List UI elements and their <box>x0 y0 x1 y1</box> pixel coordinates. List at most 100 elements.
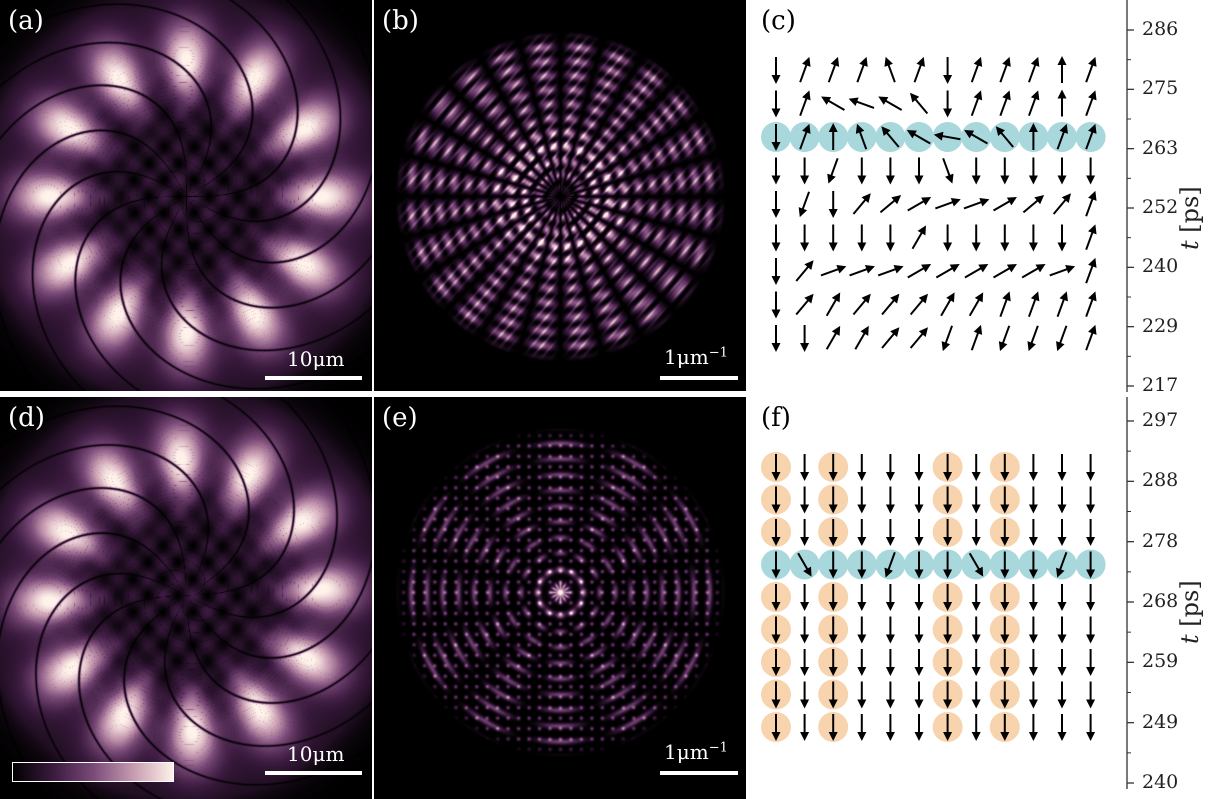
spin-arrow <box>800 682 809 709</box>
spin-arrow <box>1029 454 1038 481</box>
spin-arrow <box>907 90 931 116</box>
axis-tick-label: 275 <box>1142 77 1178 99</box>
spin-arrow <box>943 91 952 118</box>
spin-arrow <box>848 262 876 280</box>
spin-arrow <box>857 519 866 546</box>
axis-title-symbol: t <box>1176 627 1204 644</box>
spin-arrow <box>996 55 1014 83</box>
spin-arrow <box>800 158 809 185</box>
spin-arrow <box>800 584 809 611</box>
spin-arrow <box>1058 90 1067 117</box>
axis-title-unit: [ps] <box>1176 580 1204 626</box>
spin-arrow <box>996 89 1014 117</box>
density-image-a <box>0 0 372 391</box>
spin-arrow <box>972 519 981 546</box>
spin-arrow <box>1082 89 1100 117</box>
spin-arrow <box>1082 223 1100 251</box>
spin-arrow <box>1058 225 1067 252</box>
spin-arrow <box>991 193 1019 214</box>
spin-arrow <box>972 454 981 481</box>
spin-arrow <box>876 93 904 114</box>
spin-arrow <box>1082 55 1100 83</box>
spin-arrow <box>886 454 895 481</box>
spin-arrow <box>1000 158 1009 185</box>
spin-arrow <box>1029 682 1038 709</box>
spin-arrow <box>915 584 924 611</box>
spin-arrow <box>879 291 903 317</box>
spin-arrow <box>886 584 895 611</box>
spin-arrow <box>1082 256 1100 284</box>
spin-arrow <box>772 325 781 352</box>
spin-arrow <box>857 617 866 644</box>
spin-arrow <box>1024 324 1042 352</box>
axis-tick-label: 249 <box>1142 711 1178 733</box>
spin-arrow <box>972 682 981 709</box>
spin-arrow <box>915 682 924 709</box>
spin-arrow <box>910 55 928 83</box>
spin-arrow <box>886 519 895 546</box>
spin-arrow <box>1029 487 1038 514</box>
spin-arrow <box>1058 649 1067 676</box>
arrow-grid-f <box>755 397 1115 799</box>
spin-arrow <box>819 262 847 280</box>
panel-label-a: (a) <box>8 6 44 36</box>
spin-arrow <box>772 57 781 84</box>
spin-arrow <box>1029 649 1038 676</box>
spin-arrow <box>907 291 931 317</box>
spin-arrow <box>886 158 895 185</box>
spin-arrow <box>943 57 952 84</box>
spin-arrow <box>1082 189 1100 217</box>
spin-arrow <box>1025 89 1043 117</box>
axis-title-symbol: t <box>1176 233 1204 250</box>
spin-arrow <box>939 324 957 352</box>
spin-arrow <box>800 649 809 676</box>
spin-arrow <box>991 260 1019 281</box>
spin-arrow <box>796 190 814 218</box>
momentum-image-e <box>374 397 746 799</box>
spin-arrow <box>1086 519 1095 546</box>
spin-arrow <box>886 714 895 741</box>
colorbar <box>12 762 174 782</box>
spin-arrow <box>1058 454 1067 481</box>
spin-arrow <box>824 157 842 185</box>
spin-arrow <box>972 617 981 644</box>
spin-arrow <box>857 158 866 185</box>
spin-arrow <box>886 617 895 644</box>
spin-arrow <box>907 324 931 350</box>
spin-arrow <box>968 323 986 351</box>
spin-arrow <box>1029 158 1038 185</box>
spin-arrow <box>1086 584 1095 611</box>
spin-arrow <box>772 191 781 218</box>
time-axis-bottom: 297 288 278 268 259 249 240 t [ps] <box>1118 397 1222 799</box>
density-image-d <box>0 397 372 799</box>
spin-arrow <box>823 290 844 318</box>
spin-arrow <box>1086 714 1095 741</box>
spin-arrow <box>1000 225 1009 252</box>
spin-arrow <box>1025 55 1043 83</box>
spin-arrow <box>915 649 924 676</box>
spin-arrow <box>878 192 904 216</box>
axis-title-unit: [ps] <box>1176 186 1204 232</box>
spin-arrow <box>772 225 781 252</box>
spin-arrow <box>886 682 895 709</box>
spin-arrow <box>905 260 933 281</box>
spin-arrow <box>1086 682 1095 709</box>
spin-arrow <box>1053 290 1071 318</box>
spin-arrow <box>857 682 866 709</box>
panel-d-real-space-density: (d) 10μm <box>0 397 372 799</box>
spin-arrow <box>857 225 866 252</box>
axis-title: t [ps] <box>1176 186 1204 250</box>
spin-arrow <box>796 55 814 83</box>
panel-label-c: (c) <box>761 6 796 36</box>
spin-arrow <box>772 292 781 319</box>
spin-arrow <box>972 714 981 741</box>
spin-arrow <box>1029 519 1038 546</box>
panel-label-e: (e) <box>382 403 418 433</box>
axis-tick-label: 286 <box>1142 18 1178 40</box>
spin-arrow <box>1058 519 1067 546</box>
spin-arrow <box>1029 714 1038 741</box>
spin-arrow <box>857 584 866 611</box>
panel-f-spin-arrows: (f) <box>755 397 1115 799</box>
spin-arrow <box>1058 617 1067 644</box>
spin-arrow <box>800 325 809 352</box>
